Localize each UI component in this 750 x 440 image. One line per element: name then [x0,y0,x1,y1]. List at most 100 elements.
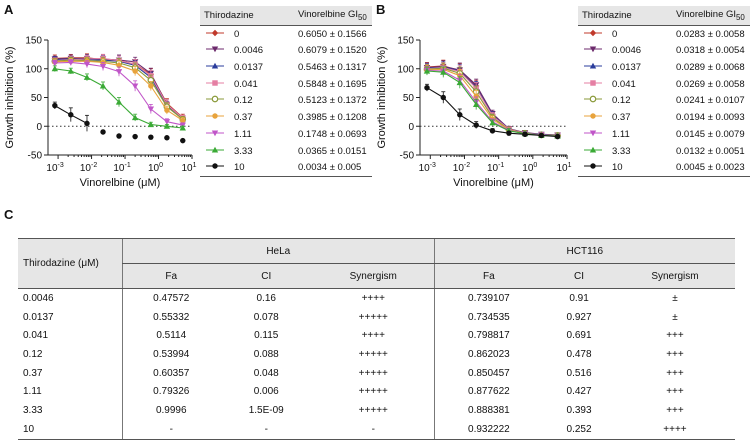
legend-marker [584,146,602,153]
data-point [115,69,123,75]
data-point [68,112,74,118]
table-cell: 0.850457 [433,363,544,383]
legend-marker [584,96,602,103]
legend-symbol [212,80,218,86]
table-cell: 0.877622 [433,382,544,402]
col-header: Synergism [614,263,735,289]
x-tick-exponent: -1 [498,162,504,169]
table-cell: 0.55332 [122,307,220,327]
legend-concentration: 1.11 [612,128,630,140]
data-point [179,124,186,131]
data-point [131,114,139,121]
legend-marker [206,163,224,169]
legend-marker [206,46,224,53]
legend-marker [206,80,224,86]
y-tick-label: 150 [397,36,414,47]
data-point [83,61,91,68]
table-row: 0.041 0.5114 0.115 ++++ 0.798817 0.691 +++ [18,326,735,346]
table-row: 10- - -0.932222 0.252 ++++ [18,419,735,440]
y-tick-label: 100 [25,64,42,75]
table-row-label: 0.0137 [23,311,54,323]
data-point [472,101,480,107]
row-header: Thirodazine (μM) [18,238,123,289]
col-header: CI [219,263,313,289]
legend-gi50-value: 0.6050 ± 0.1566 [298,28,367,40]
table-row-label: 0.041 [23,330,49,342]
table-cell: +++++ [358,367,388,379]
table-cell: 0.798817 [433,326,544,346]
table-cell: 0.47572 [122,288,220,308]
data-point [456,79,463,86]
data-point [473,93,479,100]
legend-marker-cell [200,126,230,143]
table-row-label: 0.0046 [23,292,54,304]
legend-gi50-value: 0.0289 ± 0.0068 [676,62,745,74]
legend-concentration: 0.0137 [612,62,642,74]
table-cell: - [219,419,313,440]
table-cell: 1.5E-09 [248,404,284,416]
data-point [147,121,155,128]
y-tick-label: 150 [25,36,42,47]
table-row-label: 0.37 [23,367,43,379]
table-cell: 0.734535 [433,307,544,327]
data-point [99,82,107,89]
legend-a: Thirodazine Vinorelbine GI50 0 0.6050 ± 0.1… [200,6,372,178]
data-point [163,123,171,129]
legend-gi50-value: 0.3985 ± 0.1208 [298,112,367,124]
table-row: 0.12 0.53994 0.088 +++++ 0.862023 0.478 +++ [18,345,735,364]
legend-symbol [212,113,218,119]
data-point [538,132,545,139]
col-header: Fa [122,263,220,289]
y-axis-label: Growth inhibition (%) [376,46,388,148]
legend-concentration: 1.11 [234,128,252,140]
x-tick-label: 10-1 [487,162,504,174]
legend-header-subscript: 50 [358,12,367,22]
data-point [164,135,170,141]
legend-row: 3.33 0.0132 ± 0.0051 [578,143,750,160]
legend-symbol [589,29,597,36]
legend-gi50-value: 0.6079 ± 0.1520 [298,45,367,57]
table-cell: 0.60357 [122,363,220,383]
y-tick-label: 0 [408,122,414,133]
group-header-hct116: HCT116 [433,238,735,264]
table-row: 0.0046 0.47572 0.16 ++++ 0.739107 0.91 ± [18,288,735,308]
data-point [148,83,154,89]
data-point [424,85,430,91]
legend-row: 0.37 0.0194 ± 0.0093 [578,109,750,126]
series-3.33 [423,66,561,139]
legend-marker-cell [578,93,608,110]
legend-symbol [212,163,218,169]
table-row-label: 10 [18,419,123,440]
x-tick-exponent: 0 [159,162,163,169]
col-header: Synergism [312,263,435,289]
table-cell: 0.888381 [433,401,544,420]
legend-symbol [590,163,596,169]
data-point [506,130,512,136]
legend-row: 0 0.0283 ± 0.0058 [578,25,750,42]
x-tick-exponent: -2 [91,162,97,169]
y-tick-label: 0 [36,122,42,133]
legend-symbol [589,96,597,103]
table-cell: +++ [666,348,684,360]
data-point [423,67,431,74]
panel-label-a: A [4,2,14,17]
table-row: 0.0137 0.55332 0.078 +++++ 0.734535 0.927 ± [18,307,735,327]
x-tick-label: 10-2 [80,162,97,174]
legend-marker [584,163,602,169]
legend-row: 0.0046 0.0318 ± 0.0054 [578,43,750,60]
table-cell: +++ [666,386,684,398]
x-tick-exponent: 1 [193,162,197,169]
data-point [163,119,171,125]
legend-symbol [589,46,597,53]
table-cell: - [122,419,220,440]
legend-marker-cell [200,93,230,110]
y-tick-label: -50 [28,151,43,162]
legend-marker [206,96,224,103]
legend-concentration: 0 [234,28,240,40]
legend-row: 0.0137 0.5463 ± 0.1317 [200,59,372,76]
data-point [100,129,106,135]
legend-concentration: 0.041 [234,78,258,90]
table-cell: 0.006 [253,386,279,398]
table-cell: 0.79326 [122,382,220,402]
table-cell: 0.252 [543,419,615,440]
